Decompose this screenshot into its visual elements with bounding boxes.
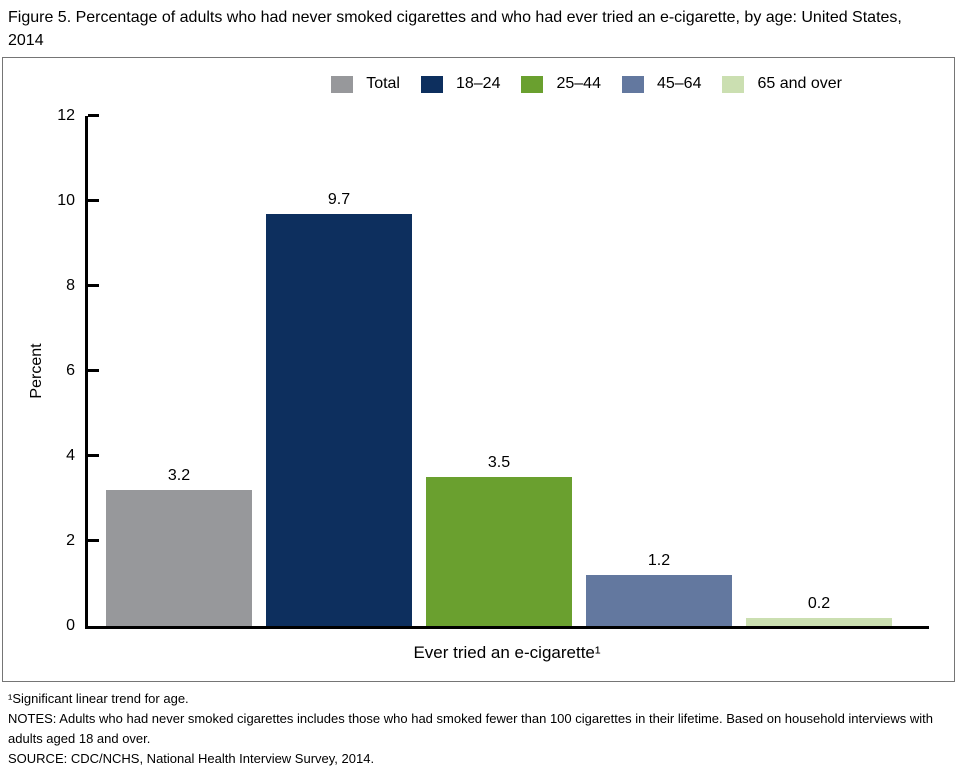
- legend-item: 25–44: [521, 75, 601, 93]
- legend-swatch: [521, 75, 544, 93]
- legend-label: 25–44: [556, 75, 601, 92]
- y-tick-label: 10: [57, 192, 75, 209]
- legend-label: Total: [366, 75, 400, 92]
- bars-row: 3.2 9.7 3.5 1.2 0.2: [99, 116, 899, 626]
- bar-value-label: 9.7: [327, 190, 351, 208]
- y-tick-mark: [88, 199, 99, 202]
- bar: [266, 213, 412, 626]
- y-tick-label: 2: [66, 532, 75, 549]
- legend-swatch: [621, 75, 644, 93]
- legend-label: 65 and over: [757, 75, 842, 92]
- legend-swatch: [722, 75, 745, 93]
- y-tick-label: 8: [66, 277, 75, 294]
- bar-group: 3.2: [99, 116, 259, 626]
- y-tick-label: 4: [66, 447, 75, 464]
- x-axis-line: [85, 626, 929, 629]
- footnote-line: ¹Significant linear trend for age.: [8, 691, 189, 706]
- y-tick-label: 6: [66, 362, 75, 379]
- footnote-line: SOURCE: CDC/NCHS, National Health Interv…: [8, 751, 375, 767]
- legend-item: 18–24: [420, 75, 501, 93]
- x-axis-category-label: Ever tried an e-cigarette¹: [413, 643, 601, 662]
- legend-item: 45–64: [621, 75, 702, 93]
- legend-item: 65 and over: [722, 75, 842, 93]
- bar-value-label: 0.2: [807, 594, 831, 612]
- legend-swatch: [331, 75, 354, 93]
- chart-panel: Total 18–24 25–44 45–64 65 and over Percent …: [2, 57, 955, 682]
- y-tick-mark: [88, 369, 99, 372]
- bar-value-label: 3.2: [167, 467, 191, 484]
- y-tick-mark: [88, 284, 99, 287]
- y-axis-spine: [85, 116, 88, 629]
- y-tick-mark: [88, 454, 99, 457]
- y-tick-label: 0: [66, 617, 75, 634]
- legend-label: 18–24: [455, 75, 501, 92]
- bar-value-label: 1.2: [647, 552, 671, 569]
- footnotes: ¹Significant linear trend for age. NOTES:…: [8, 689, 954, 770]
- bar-group: 0.2: [739, 116, 899, 626]
- bar-group: 3.5: [419, 116, 579, 626]
- legend-item: Total: [331, 75, 400, 93]
- bar-group: 9.7: [259, 116, 419, 626]
- bar: [426, 477, 572, 626]
- bar-group: 1.2: [579, 116, 739, 626]
- bar-value-label: 3.5: [487, 454, 511, 472]
- legend-label: 45–64: [656, 75, 702, 92]
- bar: [106, 490, 252, 626]
- bar: [586, 575, 732, 626]
- figure-title: Figure 5. Percentage of adults who had n…: [8, 9, 902, 50]
- footnote-line: NOTES: Adults who had never smoked cigar…: [8, 711, 933, 747]
- chart-legend: Total 18–24 25–44 45–64 65 and over: [331, 75, 842, 93]
- y-tick-label: 12: [57, 107, 75, 124]
- y-tick-mark: [88, 114, 99, 117]
- bar: [746, 617, 892, 626]
- y-tick-mark: [88, 539, 99, 542]
- legend-swatch: [420, 75, 443, 93]
